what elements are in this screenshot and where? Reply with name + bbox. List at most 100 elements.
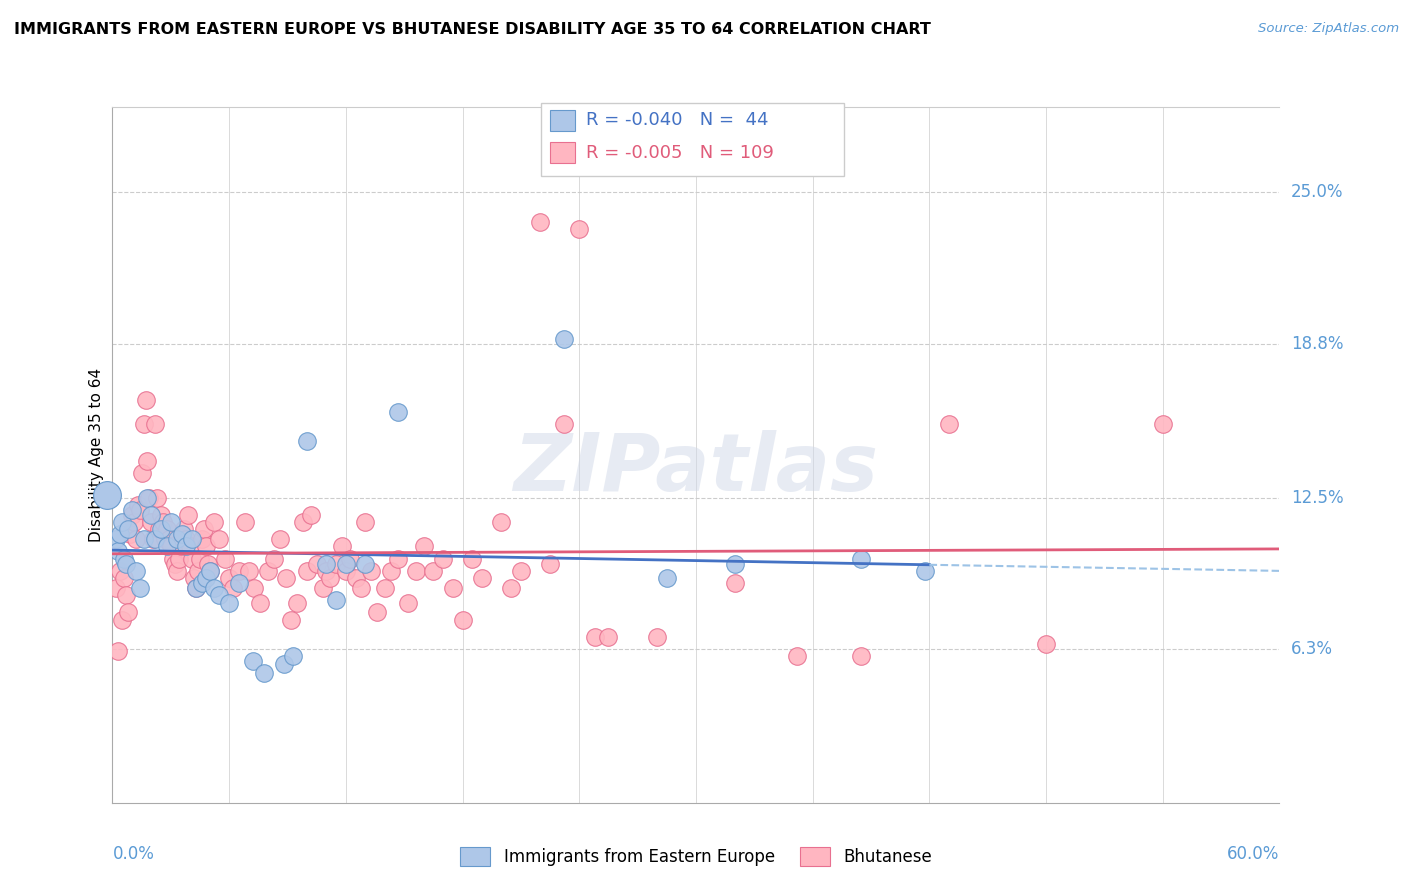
Point (214, 551, 236, 566)
Point (136, 491, 159, 505)
Point (233, 515, 256, 529)
Point (183, 571, 205, 585)
Text: Source: ZipAtlas.com: Source: ZipAtlas.com (1258, 22, 1399, 36)
Point (148, 522, 170, 536)
Point (366, 606, 388, 620)
Point (208, 532, 231, 546)
Point (471, 571, 494, 585)
Point (263, 551, 285, 566)
Text: IMMIGRANTS FROM EASTERN EUROPE VS BHUTANESE DISABILITY AGE 35 TO 64 CORRELATION : IMMIGRANTS FROM EASTERN EUROPE VS BHUTAN… (14, 22, 931, 37)
Point (131, 467, 153, 481)
Point (299, 508, 322, 522)
Point (169, 540, 191, 554)
Point (222, 581, 245, 595)
Point (280, 613, 302, 627)
Point (325, 557, 347, 571)
Point (191, 576, 214, 591)
Point (166, 564, 188, 578)
Point (598, 630, 620, 644)
Point (188, 551, 211, 566)
Point (553, 332, 575, 346)
Point (152, 515, 174, 529)
Point (181, 551, 204, 566)
Point (127, 498, 149, 512)
Point (198, 564, 221, 578)
Point (242, 654, 264, 668)
Point (509, 564, 531, 578)
Point (655, 571, 678, 585)
Point (150, 508, 173, 522)
Point (198, 564, 221, 578)
Point (105, 532, 128, 546)
Point (218, 571, 240, 585)
Point (330, 540, 353, 554)
Point (150, 522, 173, 536)
Point (121, 508, 143, 522)
Point (786, 649, 808, 664)
Point (228, 576, 250, 591)
Point (132, 417, 155, 432)
Point (141, 515, 163, 529)
Point (583, 630, 606, 644)
Point (387, 405, 409, 419)
Point (176, 532, 198, 546)
Text: 60.0%: 60.0% (1227, 845, 1279, 863)
Point (305, 557, 328, 571)
Point (257, 564, 280, 578)
Point (319, 571, 342, 585)
Point (396, 596, 419, 610)
Point (162, 551, 184, 566)
Point (315, 557, 337, 571)
Point (172, 527, 194, 541)
Point (339, 551, 361, 566)
Point (167, 551, 190, 566)
Point (1035, 637, 1057, 651)
Point (285, 596, 308, 610)
Point (193, 522, 215, 536)
Point (197, 557, 219, 571)
Point (111, 613, 134, 627)
Text: 0.0%: 0.0% (112, 845, 155, 863)
Point (238, 564, 260, 578)
Y-axis label: Disability Age 35 to 64: Disability Age 35 to 64 (89, 368, 104, 542)
Point (350, 581, 373, 595)
Point (110, 527, 132, 541)
Point (105, 581, 128, 595)
Point (118, 527, 141, 541)
Point (295, 564, 318, 578)
Point (166, 532, 188, 546)
Point (218, 596, 240, 610)
Point (491, 515, 513, 529)
Point (163, 557, 186, 571)
Point (156, 522, 179, 536)
Point (274, 571, 297, 585)
Point (160, 515, 183, 529)
Point (107, 644, 129, 658)
Point (253, 666, 276, 681)
Point (249, 596, 271, 610)
Point (501, 581, 523, 595)
Point (354, 557, 377, 571)
Point (451, 613, 474, 627)
Point (160, 540, 183, 554)
Point (387, 551, 409, 566)
Point (354, 515, 377, 529)
Point (344, 571, 367, 585)
Point (380, 564, 402, 578)
Point (136, 454, 159, 468)
Point (112, 571, 135, 585)
Point (122, 515, 145, 529)
Point (851, 649, 873, 664)
Point (191, 532, 214, 546)
Point (125, 564, 148, 578)
Point (325, 593, 347, 607)
Point (1152, 417, 1174, 432)
Point (128, 503, 150, 517)
Text: 18.8%: 18.8% (1291, 334, 1344, 353)
Point (914, 564, 936, 578)
Point (172, 527, 194, 541)
Point (96, 488, 118, 502)
Point (115, 557, 138, 571)
Point (269, 532, 291, 546)
Point (432, 551, 454, 566)
